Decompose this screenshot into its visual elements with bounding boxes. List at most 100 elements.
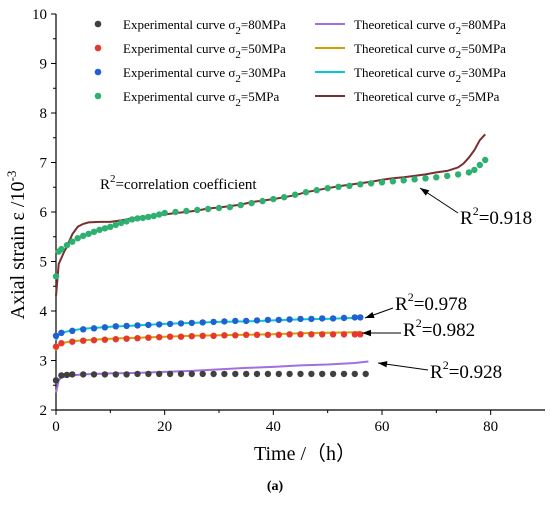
experimental-point — [248, 199, 255, 207]
experimental-point — [145, 334, 152, 341]
legend-marker — [94, 68, 102, 76]
experimental-point — [188, 370, 195, 378]
experimental-point — [166, 320, 174, 328]
r2-label: R2=0.978 — [395, 290, 467, 315]
legend-label-subscript: 2 — [235, 25, 241, 37]
experimental-point — [253, 370, 261, 378]
y-tick-label: 10 — [32, 7, 47, 23]
r2-label-r: R — [403, 320, 416, 341]
experimental-point — [281, 194, 288, 201]
experimental-point — [139, 214, 147, 222]
experimental-point — [259, 197, 266, 205]
experimental-point — [90, 325, 98, 332]
experimental-point — [351, 370, 358, 378]
experimental-point — [80, 371, 87, 378]
experimental-point — [476, 161, 483, 169]
experimental-point — [357, 331, 364, 338]
legend-label-value: =50MPa — [461, 41, 506, 56]
experimental-point — [52, 332, 60, 339]
annotation-arrow-head — [378, 361, 388, 368]
experimental-point — [204, 205, 212, 213]
experimental-point — [101, 336, 109, 343]
experimental-point — [362, 370, 369, 378]
theoretical-curve — [55, 133, 486, 297]
experimental-point — [177, 333, 185, 340]
y-tick-label: 2 — [40, 403, 48, 419]
experimental-point — [319, 370, 326, 378]
legend-label: Theoretical curve σ2=30MPa — [354, 65, 506, 85]
experimental-point — [118, 219, 125, 227]
legend-label: Theoretical curve σ2=80MPa — [354, 17, 506, 37]
experimental-point — [172, 208, 179, 216]
experimental-point — [52, 377, 60, 384]
legend-label-value: =5MPa — [461, 89, 500, 104]
theoretical-curve — [55, 330, 361, 352]
r2-label-superscript: 2 — [416, 316, 422, 330]
experimental-point — [161, 209, 168, 217]
experimental-point — [471, 166, 478, 174]
experimental-point — [302, 189, 310, 196]
legend-label-subscript: 2 — [456, 49, 462, 61]
y-tick-label: 3 — [40, 354, 48, 370]
experimental-point — [123, 218, 130, 225]
experimental-point — [389, 178, 397, 185]
experimental-point — [253, 331, 261, 338]
experimental-point — [177, 320, 185, 327]
legend-label-text: Theoretical curve σ — [354, 65, 456, 80]
legend-marker — [94, 20, 102, 28]
experimental-point — [58, 329, 65, 336]
experimental-point — [264, 316, 272, 324]
legend-label-value: =30MPa — [241, 65, 286, 80]
experimental-point — [329, 315, 337, 322]
experimental-point — [188, 333, 195, 340]
y-axis-label-exponent: -3 — [4, 171, 19, 182]
data-series — [52, 133, 489, 393]
experimental-point — [156, 211, 163, 218]
experimental-point — [80, 232, 87, 239]
legend: Experimental curve σ2=80MPa Theoretical c… — [94, 17, 506, 109]
y-tick-label: 6 — [40, 205, 48, 221]
experimental-point — [319, 331, 326, 338]
experimental-point — [243, 331, 250, 338]
experimental-point — [199, 332, 206, 339]
annotation-arrow-head — [420, 188, 430, 196]
experimental-point — [145, 370, 152, 378]
experimental-point — [286, 316, 293, 323]
experimental-point — [63, 242, 71, 249]
experimental-point — [444, 172, 451, 180]
x-tick-label: 0 — [52, 419, 60, 435]
experimental-point — [286, 331, 293, 338]
experimental-point — [134, 322, 141, 329]
legend-label-value: =80MPa — [461, 17, 506, 32]
experimental-point — [128, 216, 136, 223]
legend-label-value: =50MPa — [241, 41, 286, 56]
r2-label: R2=0.918 — [460, 204, 532, 229]
theoretical-curve — [55, 360, 369, 393]
experimental-point — [308, 331, 315, 338]
experimental-point — [308, 315, 315, 323]
experimental-point — [346, 182, 353, 189]
experimental-point — [123, 371, 130, 378]
experimental-point — [80, 337, 87, 344]
annotation-arrow-head — [362, 329, 371, 337]
experimental-point — [308, 370, 315, 378]
experimental-point — [90, 337, 98, 344]
x-tick-label: 40 — [266, 419, 281, 435]
legend-label-text: Experimental curve σ — [123, 89, 235, 104]
legend-label-text: Experimental curve σ — [123, 17, 235, 32]
experimental-point — [210, 370, 217, 378]
experimental-point — [134, 335, 141, 342]
r2-label: R2=0.982 — [403, 316, 475, 341]
experimental-point — [275, 370, 282, 378]
experimental-point — [433, 174, 440, 181]
correlation-note-superscript: 2 — [110, 173, 116, 185]
experimental-point — [177, 370, 185, 378]
experimental-point — [264, 331, 272, 338]
experimental-point — [378, 179, 386, 186]
experimental-point — [367, 180, 375, 187]
y-axis-label-text: Axial strain ε /10 — [7, 182, 29, 320]
legend-label-subscript: 2 — [235, 49, 241, 61]
experimental-point — [194, 206, 201, 214]
r2-label-superscript: 2 — [408, 290, 414, 304]
